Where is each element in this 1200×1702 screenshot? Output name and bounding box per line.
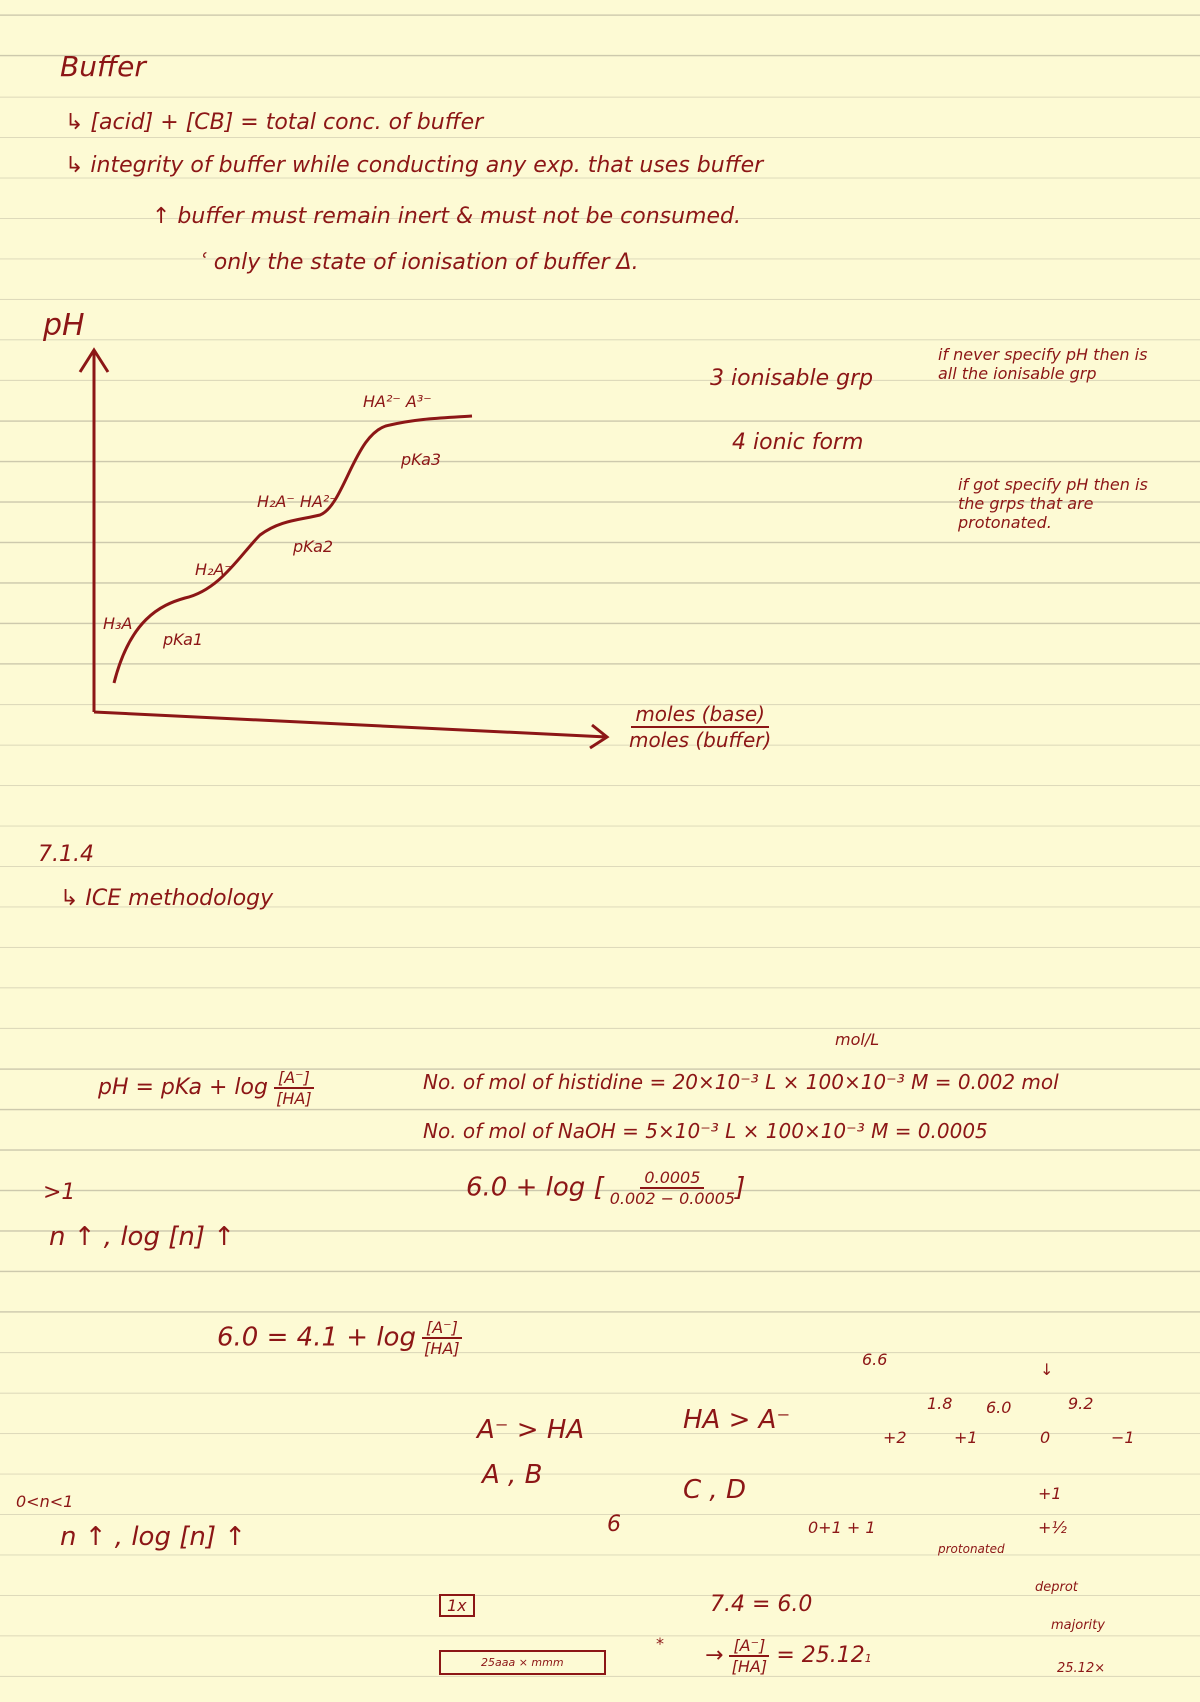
box: 1x	[439, 1594, 475, 1617]
charge: +2	[883, 1428, 907, 1447]
equation-lhs: 6.0 = 4.1 + log	[217, 1322, 416, 1353]
graph-label: pKa3	[401, 450, 442, 469]
note: ↳ [acid] + [CB] = total conc. of buffer	[65, 110, 484, 135]
note: ↑ buffer must remain inert & must not be…	[152, 204, 741, 229]
note: ↳ integrity of buffer while conducting a…	[65, 153, 764, 178]
charge: +½	[1038, 1518, 1067, 1537]
formula-lhs: pH = pKa + log	[98, 1075, 268, 1100]
option: A⁻ > HA	[477, 1415, 585, 1445]
statement: n ↑ , log [n] ↑	[60, 1522, 247, 1552]
calc: No. of mol of NaOH = 5×10⁻³ L × 100×10⁻³…	[423, 1119, 988, 1143]
numerator: [A⁻]	[421, 1318, 462, 1339]
graph-label: pKa2	[293, 537, 334, 556]
majority: majority	[1051, 1618, 1105, 1633]
side-note: if got specify pH then is the grps that …	[958, 475, 1148, 532]
protonated: protonated	[938, 1542, 1005, 1556]
x-axis	[93, 710, 610, 750]
result: 25.12×	[1057, 1661, 1106, 1676]
note: ʿ only the state of ionisation of buffer…	[200, 250, 639, 275]
groups: 4 ionic form	[732, 430, 864, 455]
arrow: ↓	[1040, 1360, 1054, 1379]
ratio-value: = 25.12	[776, 1643, 865, 1668]
graph-label: H₃A	[103, 614, 133, 633]
option: C , D	[683, 1475, 746, 1505]
log-lhs: 6.0 + log	[466, 1172, 586, 1203]
charge: 0	[1040, 1428, 1051, 1447]
denominator: [HA]	[276, 1089, 312, 1108]
x-label-denominator: moles (buffer)	[629, 728, 772, 752]
numerator: 0.0005	[640, 1168, 705, 1189]
section-item: ↳ ICE methodology	[60, 886, 274, 911]
denominator: [HA]	[424, 1339, 460, 1358]
charge: +1	[1038, 1484, 1062, 1503]
unit: mol/L	[835, 1030, 880, 1049]
side-note: if never specify pH then is all the ioni…	[938, 345, 1148, 383]
sub: 1	[864, 1652, 872, 1665]
option: HA > A⁻	[683, 1405, 791, 1435]
star: *	[656, 1634, 664, 1653]
box: 25aaa × mmm	[439, 1650, 606, 1675]
graph-label: H₂A⁻	[195, 560, 233, 579]
y-label: pH	[43, 308, 85, 343]
titration-curve	[112, 414, 473, 684]
sum: 0+1 + 1	[808, 1518, 876, 1537]
calc: No. of mol of histidine = 20×10⁻³ L × 10…	[423, 1070, 1059, 1094]
statement: n ↑ , log [n] ↑	[49, 1222, 236, 1252]
pka: 6.0	[986, 1398, 1012, 1417]
log-expr: 6.0 + log [0.0005 0.002 − 0.0005]	[466, 1168, 746, 1208]
graph-label: HA²⁻ A³⁻	[363, 392, 432, 411]
pka: 9.2	[1068, 1394, 1094, 1413]
groups: 3 ionisable grp	[710, 366, 874, 391]
equation: 6.0 = 4.1 + log [A⁻] [HA]	[217, 1318, 462, 1358]
option: 6.6	[862, 1350, 888, 1369]
bottom-eq: 7.4 = 6.0	[710, 1592, 813, 1617]
graph-label: pKa1	[163, 630, 204, 649]
graph-label: H₂A⁻ HA²⁻	[257, 492, 338, 511]
section-number: 7.1.4	[38, 842, 94, 867]
condition: 0<n<1	[16, 1492, 74, 1511]
condition: >1	[43, 1180, 76, 1205]
pka: 1.8	[927, 1394, 953, 1413]
title: Buffer	[60, 50, 146, 83]
x-label-numerator: moles (base)	[631, 702, 769, 728]
deprot: deprot	[1035, 1580, 1078, 1595]
denominator: [HA]	[731, 1657, 768, 1676]
denominator: 0.002 − 0.0005	[609, 1189, 736, 1208]
y-axis	[78, 347, 110, 712]
arrow: →	[705, 1643, 724, 1668]
charge: +1	[954, 1428, 978, 1447]
x-label: moles (base) moles (buffer)	[623, 702, 771, 752]
formula: pH = pKa + log [A⁻] [HA]	[98, 1068, 314, 1108]
numerator: [A⁻]	[729, 1636, 770, 1657]
option: A , B	[482, 1460, 543, 1490]
value: 6	[607, 1512, 621, 1537]
numerator: [A⁻]	[273, 1068, 314, 1089]
charge: −1	[1111, 1428, 1135, 1447]
bottom-ratio: → [A⁻] [HA] = 25.121	[705, 1636, 872, 1676]
